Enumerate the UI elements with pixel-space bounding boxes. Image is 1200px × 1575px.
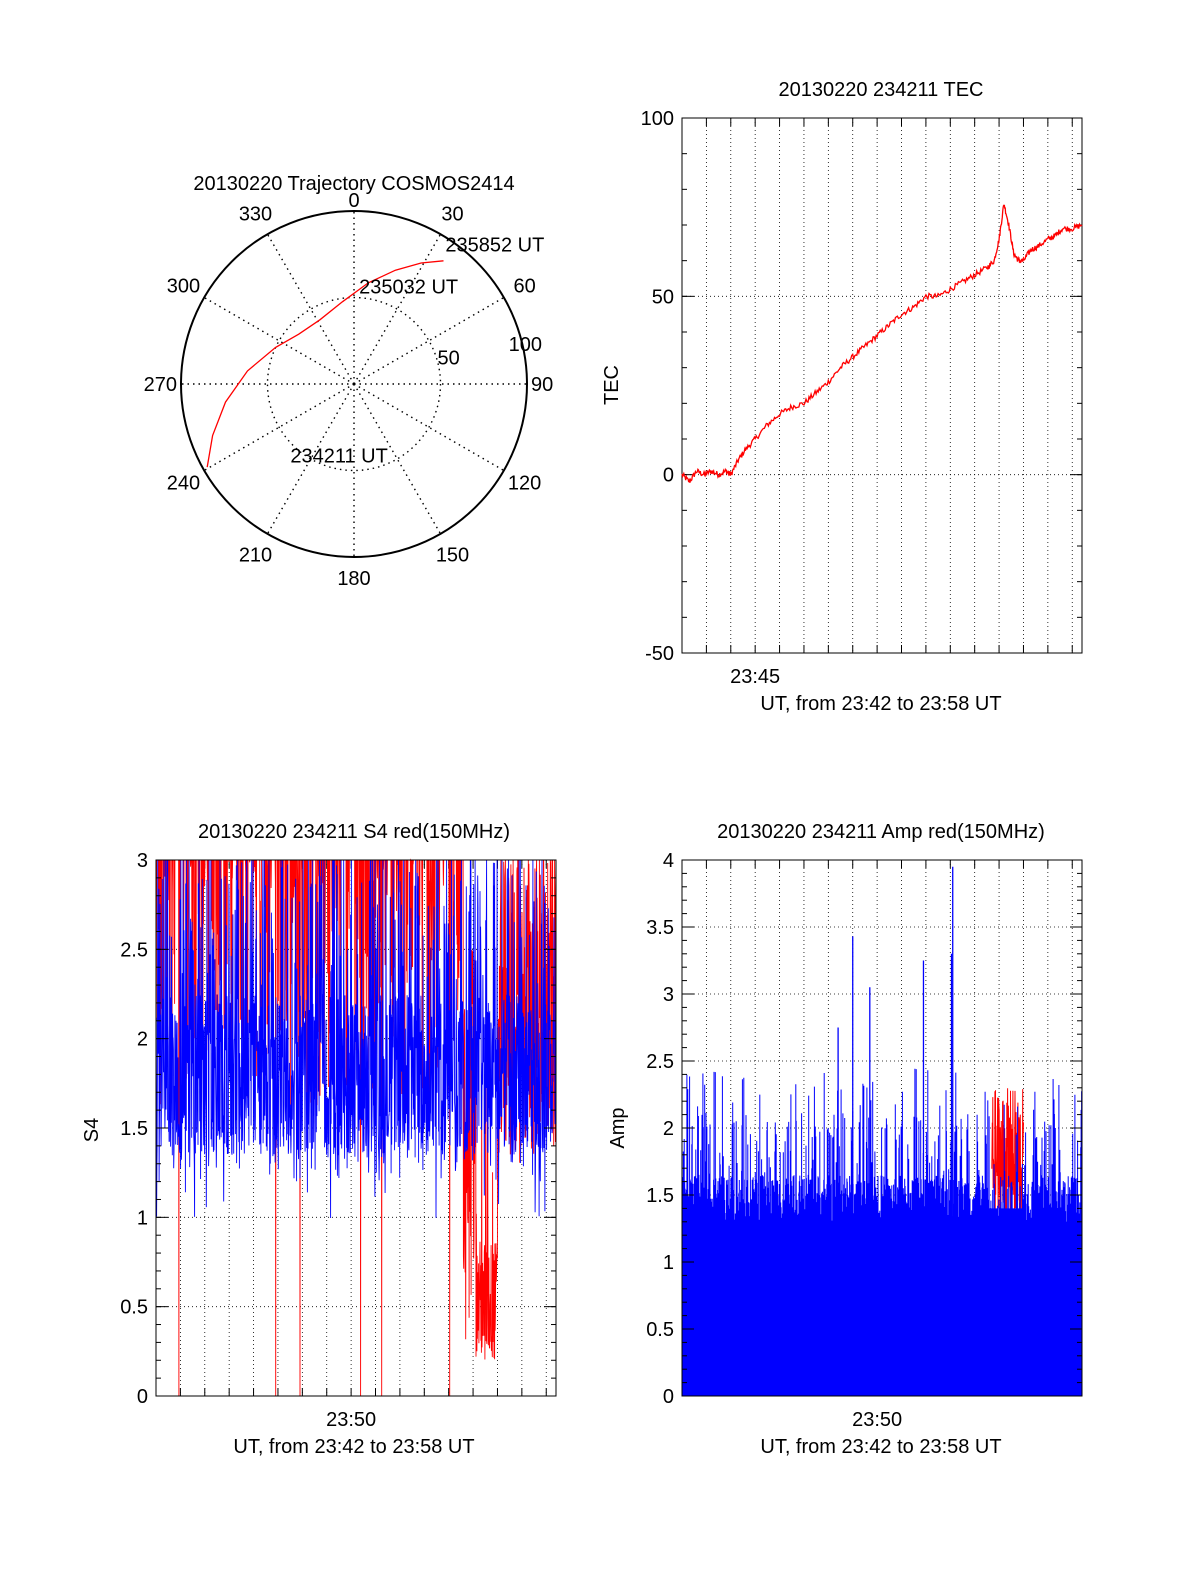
- polar-ring: [266, 296, 442, 472]
- y-tick-label: 1.5: [646, 1185, 674, 1207]
- y-tick-label: 0: [137, 1386, 148, 1408]
- y-tick-label: 3.5: [646, 917, 674, 939]
- polar-radial-labels: 50 100: [438, 334, 542, 370]
- y-tick-label: 1: [137, 1207, 148, 1229]
- polar-outer-circle: [180, 210, 528, 558]
- y-tick-label: -50: [645, 643, 674, 665]
- amp-x-ticks: 23:50: [852, 1409, 902, 1431]
- s4-title: 20130220 234211 S4 red(150MHz): [198, 821, 510, 843]
- polar-angle-label: 90: [531, 374, 553, 396]
- tec-grid: [682, 118, 1082, 653]
- polar-radial-label: 100: [509, 334, 542, 356]
- polar-angle-label: 0: [348, 190, 359, 212]
- y-tick-label: 50: [652, 286, 674, 308]
- polar-spoke: [266, 383, 355, 535]
- polar-angle-label: 60: [513, 276, 535, 298]
- polar-angle-label: 120: [508, 473, 541, 495]
- polar-spoke: [203, 296, 355, 385]
- s4-x-ticks: 23:50: [326, 1409, 376, 1431]
- tec-title: 20130220 234211 TEC: [779, 79, 984, 101]
- polar-spoke: [266, 233, 355, 385]
- amp-y-ticks: 0 0.5 1 1.5 2 2.5 3 3.5 4: [646, 850, 1082, 1408]
- polar-trajectory-chart: 20130220 Trajectory COSMOS2414 0 30 60 90 12…: [144, 173, 554, 590]
- y-tick-label: 2: [137, 1029, 148, 1051]
- polar-angle-label: 330: [239, 203, 272, 225]
- y-tick-label: 1.5: [120, 1118, 148, 1140]
- x-tick-label: 23:45: [730, 666, 780, 688]
- y-tick-label: 4: [663, 850, 674, 872]
- tec-plot-frame: [681, 117, 1083, 654]
- polar-spoke: [353, 233, 442, 385]
- y-tick-label: 0.5: [120, 1297, 148, 1319]
- polar-spoke: [353, 383, 505, 472]
- y-tick-label: 2: [663, 1118, 674, 1140]
- polar-angle-label: 150: [436, 545, 469, 567]
- s4-ylabel: S4: [81, 1118, 103, 1142]
- tec-y-ticks: -50 0 50 100: [641, 108, 1082, 665]
- polar-angle-label: 30: [441, 203, 463, 225]
- polar-radial-label: 50: [438, 347, 460, 369]
- y-tick-label: 0.5: [646, 1319, 674, 1341]
- polar-angle-label: 300: [167, 276, 200, 298]
- amp-title: 20130220 234211 Amp red(150MHz): [717, 821, 1045, 843]
- polar-angle-label: 180: [337, 568, 370, 590]
- s4-chart: 20130220 234211 S4 red(150MHz) 0 0.5 1 1.5 2…: [81, 821, 557, 1458]
- polar-angle-label: 270: [144, 374, 177, 396]
- y-tick-label: 3: [663, 984, 674, 1006]
- y-tick-label: 2.5: [120, 939, 148, 961]
- tec-series-line: [681, 204, 1083, 483]
- polar-annotations: 235852 UT 235032 UT 234211 UT: [290, 234, 544, 467]
- y-tick-label: 0: [663, 1386, 674, 1408]
- trajectory-line: [206, 260, 444, 468]
- amp-ylabel: Amp: [607, 1107, 629, 1148]
- tec-xlabel: UT, from 23:42 to 23:58 UT: [760, 693, 1001, 715]
- amp-series: [681, 866, 1083, 1396]
- polar-annotation: 234211 UT: [290, 446, 387, 468]
- y-tick-label: 3: [137, 850, 148, 872]
- polar-angle-labels: 0 30 60 90 120 150 180 210 240 270 300 330: [144, 190, 554, 590]
- polar-grid: [181, 211, 527, 557]
- y-tick-label: 1: [663, 1252, 674, 1274]
- s4-xlabel: UT, from 23:42 to 23:58 UT: [233, 1436, 474, 1458]
- polar-spoke: [353, 383, 442, 535]
- polar-spoke: [353, 296, 505, 385]
- x-tick-label: 23:50: [326, 1409, 376, 1431]
- polar-angle-label: 240: [167, 473, 200, 495]
- polar-angle-label: 210: [239, 545, 272, 567]
- y-tick-label: 2.5: [646, 1051, 674, 1073]
- y-tick-label: 0: [663, 465, 674, 487]
- s4-y-ticks: 0 0.5 1 1.5 2 2.5 3: [120, 850, 556, 1408]
- polar-spoke: [203, 383, 355, 472]
- amp-red-series: [991, 1088, 1024, 1235]
- tec-x-ticks: 23:45: [730, 666, 780, 688]
- polar-annotation: 235032 UT: [359, 277, 458, 299]
- amp-xlabel: UT, from 23:42 to 23:58 UT: [760, 1436, 1001, 1458]
- tec-ylabel: TEC: [601, 365, 623, 405]
- polar-title: 20130220 Trajectory COSMOS2414: [193, 173, 514, 195]
- y-tick-label: 100: [641, 108, 674, 130]
- s4-blue-series: [155, 859, 557, 1219]
- polar-annotation: 235852 UT: [445, 234, 544, 256]
- amp-chart: 20130220 234211 Amp red(150MHz) 0 0.5 1 1.5…: [607, 821, 1083, 1458]
- x-tick-label: 23:50: [852, 1409, 902, 1431]
- amp-blue-fill: [682, 1228, 1082, 1396]
